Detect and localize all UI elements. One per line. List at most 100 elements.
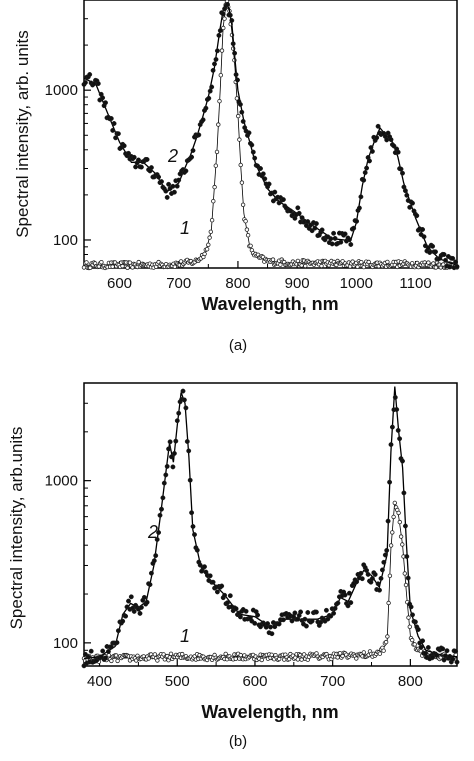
panel-a-series-2-point <box>131 154 137 160</box>
panel-b-series-2-point <box>207 573 213 579</box>
panel-a-series-1-point <box>87 265 93 270</box>
panel-b-series-2-point <box>382 552 388 558</box>
panel-b-series-1-point <box>392 500 397 506</box>
panel-a-series-2-point <box>295 205 301 211</box>
panel-b-x-axis-title: Wavelength, nm <box>201 702 338 722</box>
panel-a-series-2-point <box>216 32 222 38</box>
panel-a-series-2-point <box>364 165 370 171</box>
panel-b-series-2-point <box>377 587 382 593</box>
panel-b-series-1 <box>81 500 458 664</box>
panel-b-series-2-point <box>444 648 450 654</box>
panel-b-series-2-point <box>298 609 304 615</box>
panel-a-series-1-point <box>99 260 104 265</box>
panel-b-series-2-point <box>252 620 258 626</box>
panel-a-series-1-point <box>235 113 241 119</box>
panel-a-series-2-point <box>358 194 364 200</box>
panel-b-series-2-point <box>147 582 153 588</box>
panel-b-series-2-point <box>387 479 393 485</box>
panel-b-series-2-point <box>180 388 186 394</box>
panel-b-series-2-point <box>194 547 200 553</box>
panel-b-series-2-point <box>454 659 460 665</box>
panel-b-series-2-point <box>227 593 233 599</box>
panel-b-series-2-point <box>210 579 216 585</box>
panel-b-series-1-point <box>168 651 174 656</box>
panel-a-series-2-point <box>171 189 177 195</box>
panel-b-series-2-point <box>190 524 196 529</box>
panel-b-series-2-point <box>105 649 111 654</box>
panel-a-series-2-point <box>272 189 278 195</box>
panel-a-series-1-point <box>237 137 242 142</box>
panel-a-curve-label-2: 2 <box>167 146 178 166</box>
panel-a-series-1-point <box>136 259 141 265</box>
panel-a-x-tick-label-900: 900 <box>285 275 310 292</box>
panel-a-series-1-point <box>206 242 211 247</box>
panel-b-series-2-point <box>313 609 319 615</box>
panel-b-series-2-point <box>219 583 225 589</box>
panel-b-series-1-point <box>299 657 304 662</box>
panel-a-series-2-point <box>189 154 195 160</box>
panel-a-series-1-point <box>172 264 177 269</box>
panel-a-series-2-point <box>305 219 311 225</box>
panel-a-x-tick-label-1100: 1100 <box>399 275 431 292</box>
panel-a-series-1-point <box>239 180 245 185</box>
panel-a-series-2-point <box>404 192 410 198</box>
panel-b-series-2-point <box>405 575 411 581</box>
panel-a-series-1-point <box>222 16 227 21</box>
panel-a-series-2-point <box>262 176 268 182</box>
panel-b-series-2-point <box>167 439 173 445</box>
panel-a-y-axis-title: Spectral intensity, arb. units <box>13 30 32 238</box>
panel-b-y-axis-title: Spectral intensity, arb.units <box>7 427 26 630</box>
panel-b-series-1-point <box>361 650 366 655</box>
panel-b-y-tick-label-1000: 1000 <box>45 473 78 490</box>
panel-a-series-1-point <box>270 257 276 262</box>
panel-a-series-2-point <box>207 88 213 94</box>
panel-b-series-1-point <box>400 542 405 547</box>
panel-b-series-2-point <box>169 454 174 460</box>
panel-b-series-2-point <box>402 523 408 529</box>
panel-a-series-2-point <box>430 243 436 249</box>
panel-b-series-2-point <box>103 655 108 661</box>
panel-a-series-2-point <box>421 234 427 240</box>
panel-b-series-2-point <box>166 446 172 452</box>
panel-b-series-2-point <box>114 640 120 646</box>
panel-a-series-2-point <box>100 95 106 101</box>
panel-a-label: (a) <box>229 337 247 354</box>
panel-a-series-1-point <box>431 261 436 266</box>
panel-a-x-tick-label-800: 800 <box>225 275 250 292</box>
panel-a-series-2-point <box>391 143 397 149</box>
panel-b-series-2-point <box>441 657 447 663</box>
panel-b-curve-label-2: 2 <box>147 522 158 542</box>
panel-a-series-1-point <box>245 232 251 238</box>
panel-b-series-2-point <box>418 644 424 650</box>
panel-a-series-2-point <box>82 80 88 86</box>
panel-a-series-2-point <box>369 148 375 154</box>
panel-a-series-1-point <box>204 246 210 252</box>
panel-a-series-1-point <box>433 265 439 270</box>
panel-a-series-2-point <box>280 197 286 203</box>
panel-b-series-2-point <box>289 618 295 624</box>
panel-a-series-2-point <box>111 121 117 126</box>
panel-b-series-2-point <box>450 656 456 662</box>
panel-a-series-1-point <box>213 163 218 168</box>
panel-b-series-1-point <box>354 656 359 661</box>
panel-a-series-2-point <box>121 143 127 149</box>
panel-a-x-tick-label-700: 700 <box>166 275 191 292</box>
panel-b-series-2 <box>81 386 460 669</box>
panel-b-series-2-point <box>222 592 228 598</box>
panel-b-series-2-point <box>243 608 249 614</box>
panel-a-series-2-point <box>227 12 233 18</box>
panel-b-x-tick-label-400: 400 <box>87 673 112 690</box>
panel-a-series-2-point <box>95 81 101 87</box>
panel-a-series-2-point <box>328 236 334 242</box>
panel-b-series-2-point <box>385 518 391 524</box>
panel-a-series-1-point <box>219 48 225 53</box>
panel-a-series-1-point <box>234 96 240 101</box>
panel-b-series-2-point <box>422 651 428 656</box>
panel-b-series-2-point <box>186 448 192 454</box>
panel-b-curve-label-1: 1 <box>180 626 190 646</box>
panel-b-series-2-point <box>332 605 338 611</box>
panel-b-series-2-point <box>163 472 169 478</box>
panel-a-series-2-point <box>209 84 215 90</box>
panel-a-series-2-point <box>246 130 252 136</box>
panel-b-series-2-point <box>303 623 309 629</box>
